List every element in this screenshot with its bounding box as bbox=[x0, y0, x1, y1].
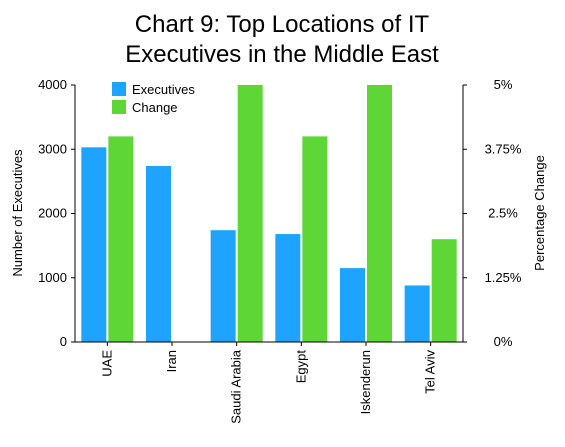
x-tick-label: Iran bbox=[164, 350, 179, 372]
bar-executives bbox=[146, 165, 171, 342]
bar-executives bbox=[81, 147, 107, 342]
right-tick-label: 3.75% bbox=[485, 141, 522, 156]
right-axis-ticks: 0% 1.25% 2.5% 3.75% 5% bbox=[463, 77, 522, 349]
legend-label-executives: Executives bbox=[132, 82, 195, 97]
left-tick-label: 2000 bbox=[38, 206, 67, 221]
x-tick-label: Tel Aviv bbox=[423, 350, 438, 394]
left-axis-ticks: 0 1000 2000 3000 4000 bbox=[38, 77, 75, 349]
legend-label-change: Change bbox=[132, 100, 178, 115]
x-tick-label: Iskenderun bbox=[358, 350, 373, 414]
chart-title-line-2: Executives in the Middle East bbox=[125, 41, 439, 68]
bar-executives bbox=[340, 268, 365, 342]
right-tick-label: 2.5% bbox=[488, 206, 518, 221]
bar-change bbox=[237, 85, 263, 342]
bar-change bbox=[431, 239, 457, 342]
x-axis-ticks: UAE Iran Saudi Arabia Egypt Iskenderun Tel Av… bbox=[99, 342, 438, 424]
legend-swatch-change bbox=[112, 100, 126, 114]
left-tick-label: 3000 bbox=[38, 141, 67, 156]
right-tick-label: 5% bbox=[494, 77, 513, 92]
x-tick-label: UAE bbox=[99, 350, 114, 377]
bar-executives bbox=[404, 285, 430, 342]
bar-change bbox=[367, 85, 392, 342]
bar-executives bbox=[275, 234, 301, 342]
left-tick-label: 0 bbox=[60, 334, 67, 349]
bar-change bbox=[108, 136, 134, 342]
x-tick-label: Saudi Arabia bbox=[229, 349, 244, 423]
chart-title-line-1: Chart 9: Top Locations of IT bbox=[135, 11, 430, 38]
y2-axis-title: Percentage Change bbox=[532, 155, 547, 271]
right-tick-label: 1.25% bbox=[485, 270, 522, 285]
legend: Executives Change bbox=[112, 82, 195, 115]
bars-layer bbox=[81, 85, 457, 342]
left-tick-label: 4000 bbox=[38, 77, 67, 92]
right-tick-label: 0% bbox=[494, 334, 513, 349]
x-tick-label: Egypt bbox=[293, 350, 308, 384]
y-axis-title: Number of Executives bbox=[10, 149, 25, 277]
left-tick-label: 1000 bbox=[38, 270, 67, 285]
bar-change bbox=[302, 136, 328, 342]
bar-executives bbox=[210, 230, 236, 342]
legend-swatch-executives bbox=[112, 82, 126, 96]
